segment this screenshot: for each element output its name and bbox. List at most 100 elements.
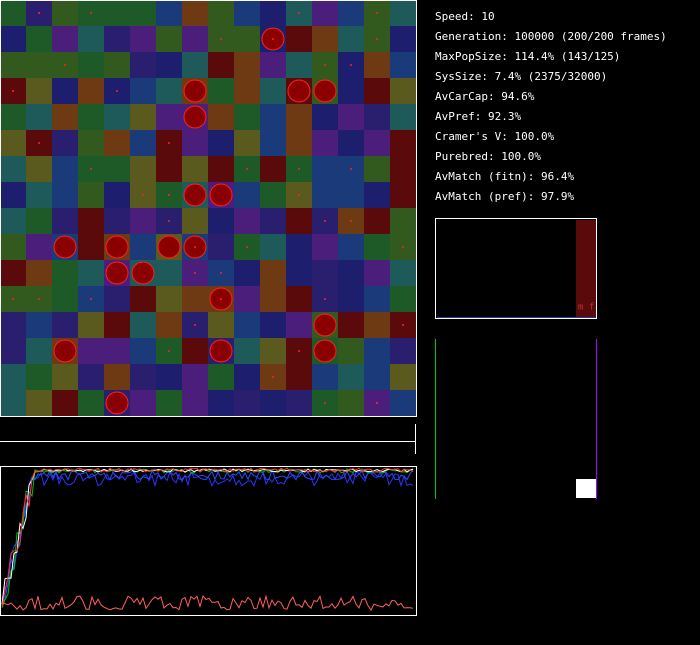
cell bbox=[78, 104, 104, 130]
agent-dot bbox=[376, 12, 378, 14]
cell bbox=[312, 182, 338, 208]
cell bbox=[130, 312, 156, 338]
cell bbox=[234, 182, 260, 208]
stat-line: AvMatch (fitn): 96.4% bbox=[435, 170, 574, 183]
cell bbox=[182, 364, 208, 390]
cell bbox=[286, 26, 312, 52]
cell bbox=[156, 260, 182, 286]
cell bbox=[182, 208, 208, 234]
cell bbox=[234, 52, 260, 78]
cell bbox=[182, 156, 208, 182]
agent-dot bbox=[376, 38, 378, 40]
cell bbox=[130, 104, 156, 130]
cell bbox=[312, 156, 338, 182]
cell bbox=[234, 390, 260, 416]
cell bbox=[286, 234, 312, 260]
cell bbox=[78, 312, 104, 338]
stat-line: Generation: 100000 (200/200 frames) bbox=[435, 30, 667, 43]
agent-dot bbox=[220, 298, 222, 300]
cell bbox=[390, 156, 416, 182]
agent bbox=[53, 339, 77, 363]
stat-line: Purebred: 100.0% bbox=[435, 150, 541, 163]
gene-label: f bbox=[589, 303, 594, 313]
history-line bbox=[1, 467, 414, 607]
cell bbox=[52, 156, 78, 182]
cell bbox=[338, 286, 364, 312]
agent-dot bbox=[64, 64, 66, 66]
cell bbox=[0, 364, 26, 390]
cell bbox=[364, 78, 390, 104]
agent-dot bbox=[194, 272, 196, 274]
agent bbox=[287, 79, 311, 103]
agent-dot bbox=[12, 90, 14, 92]
cell bbox=[208, 234, 234, 260]
cell bbox=[390, 52, 416, 78]
cell bbox=[130, 52, 156, 78]
cell bbox=[130, 286, 156, 312]
agent bbox=[313, 79, 337, 103]
cell bbox=[364, 130, 390, 156]
agent-dot bbox=[168, 220, 170, 222]
cell bbox=[338, 130, 364, 156]
cell bbox=[312, 0, 338, 26]
cell bbox=[286, 260, 312, 286]
cell bbox=[130, 0, 156, 26]
cell bbox=[26, 234, 52, 260]
cell bbox=[208, 390, 234, 416]
cell bbox=[260, 156, 286, 182]
gene-label: m bbox=[578, 303, 583, 313]
stat-line: AvMatch (pref): 97.9% bbox=[435, 190, 574, 203]
agent-dot bbox=[168, 142, 170, 144]
world-grid bbox=[0, 0, 416, 416]
agent-dot bbox=[298, 194, 300, 196]
cell bbox=[156, 78, 182, 104]
cell bbox=[52, 182, 78, 208]
cell bbox=[364, 208, 390, 234]
cell bbox=[0, 260, 26, 286]
agent-dot bbox=[324, 220, 326, 222]
cell bbox=[260, 390, 286, 416]
cell bbox=[52, 208, 78, 234]
cell bbox=[390, 390, 416, 416]
cell bbox=[78, 364, 104, 390]
agent bbox=[313, 313, 337, 337]
cell bbox=[312, 104, 338, 130]
agent-dot bbox=[220, 272, 222, 274]
agent-dot bbox=[90, 12, 92, 14]
cell bbox=[286, 390, 312, 416]
cell bbox=[338, 390, 364, 416]
cell bbox=[364, 312, 390, 338]
stat-line: Cramer's V: 100.0% bbox=[435, 130, 555, 143]
agent-dot bbox=[38, 12, 40, 14]
cell bbox=[208, 52, 234, 78]
stat-line: SysSize: 7.4% (2375/32000) bbox=[435, 70, 607, 83]
cell bbox=[390, 208, 416, 234]
cell bbox=[26, 338, 52, 364]
cell bbox=[78, 26, 104, 52]
cell bbox=[286, 208, 312, 234]
cell bbox=[104, 208, 130, 234]
stats-panel: Speed: 10 Generation: 100000 (200/200 fra… bbox=[435, 10, 667, 203]
cell bbox=[260, 234, 286, 260]
cell bbox=[0, 390, 26, 416]
cell bbox=[0, 312, 26, 338]
agent-dot bbox=[246, 246, 248, 248]
cell bbox=[130, 78, 156, 104]
cell bbox=[208, 364, 234, 390]
cell bbox=[52, 312, 78, 338]
cell bbox=[338, 312, 364, 338]
cell bbox=[52, 286, 78, 312]
cell bbox=[78, 234, 104, 260]
agent bbox=[183, 183, 207, 207]
cell bbox=[260, 312, 286, 338]
cell bbox=[52, 26, 78, 52]
cell bbox=[78, 338, 104, 364]
agent-dot bbox=[220, 38, 222, 40]
cell bbox=[182, 286, 208, 312]
cell bbox=[104, 0, 130, 26]
cell bbox=[338, 182, 364, 208]
agent bbox=[313, 339, 337, 363]
cell bbox=[104, 26, 130, 52]
cell bbox=[130, 208, 156, 234]
cell bbox=[260, 208, 286, 234]
